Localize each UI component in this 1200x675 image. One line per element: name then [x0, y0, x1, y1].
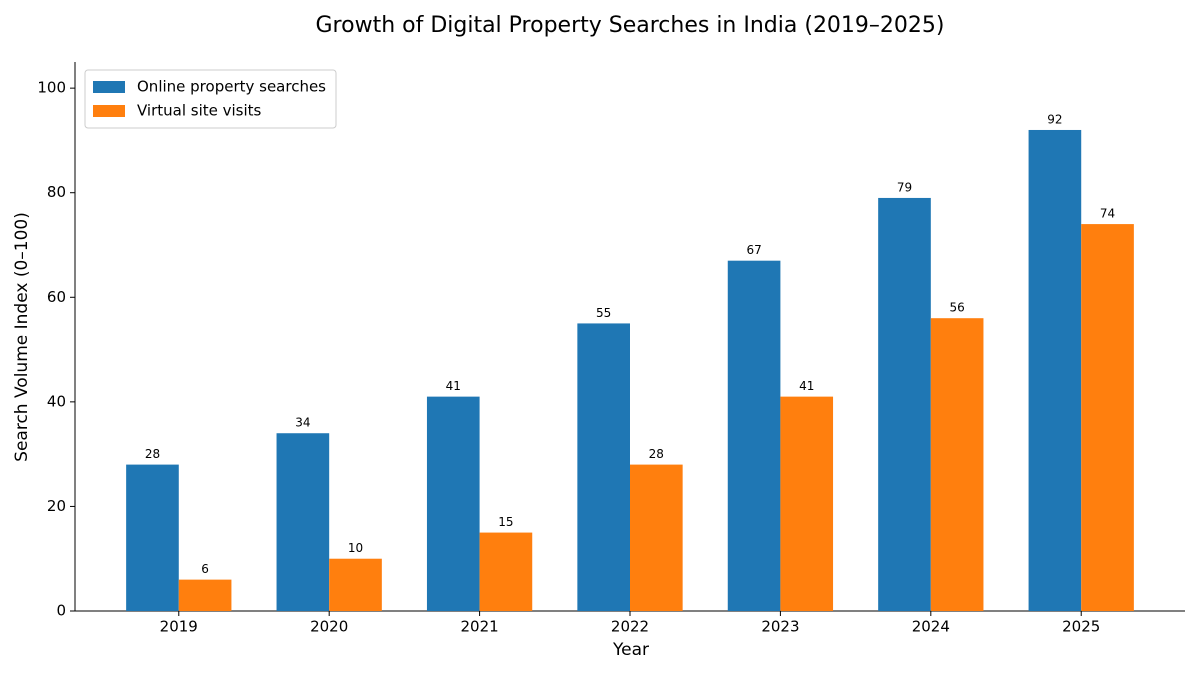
- data-label: 41: [799, 379, 814, 393]
- y-tick-label: 20: [47, 497, 66, 515]
- bar: [577, 323, 630, 611]
- bar: [178, 579, 232, 611]
- data-label: 28: [649, 447, 664, 461]
- data-label: 74: [1100, 207, 1115, 221]
- bar: [878, 197, 931, 611]
- data-label: 67: [746, 243, 761, 257]
- y-axis-label: Search Volume Index (0–100): [12, 212, 32, 462]
- bar: [727, 260, 781, 611]
- x-tick-label: 2023: [761, 618, 799, 636]
- legend-label: Online property searches: [137, 78, 326, 96]
- bar: [930, 318, 984, 611]
- x-tick-label: 2019: [160, 618, 198, 636]
- chart-title: Growth of Digital Property Searches in I…: [316, 13, 945, 38]
- y-tick-label: 100: [37, 79, 66, 97]
- data-label: 55: [596, 306, 611, 320]
- legend-swatch: [93, 105, 125, 117]
- data-label: 10: [348, 541, 363, 555]
- x-tick-label: 2025: [1062, 618, 1100, 636]
- bar: [329, 558, 382, 611]
- bar: [630, 464, 683, 611]
- x-tick-label: 2024: [912, 618, 950, 636]
- y-tick-label: 40: [47, 392, 66, 410]
- y-tick-label: 80: [47, 183, 66, 201]
- data-label: 79: [897, 180, 912, 194]
- data-label: 15: [498, 515, 513, 529]
- legend-label: Virtual site visits: [137, 102, 262, 120]
- data-label: 56: [949, 301, 964, 315]
- data-label: 92: [1047, 112, 1062, 126]
- x-axis-label: Year: [612, 640, 649, 660]
- bar: [126, 464, 179, 611]
- data-label: 41: [446, 379, 461, 393]
- y-tick-label: 60: [47, 288, 66, 306]
- x-tick-label: 2020: [310, 618, 348, 636]
- data-label: 6: [201, 562, 209, 576]
- x-tick-label: 2021: [460, 618, 498, 636]
- legend-swatch: [93, 81, 125, 93]
- bar: [276, 433, 330, 611]
- bar: [426, 396, 480, 611]
- data-label: 34: [295, 416, 310, 430]
- y-tick-label: 0: [56, 602, 66, 620]
- bar: [1081, 224, 1134, 612]
- bar: [780, 396, 834, 611]
- legend: Online property searches Virtual site vis…: [84, 69, 337, 129]
- data-label: 28: [145, 447, 160, 461]
- legend-box: [84, 69, 337, 129]
- x-tick-label: 2022: [611, 618, 649, 636]
- bar: [1028, 129, 1082, 611]
- bar: [479, 532, 533, 611]
